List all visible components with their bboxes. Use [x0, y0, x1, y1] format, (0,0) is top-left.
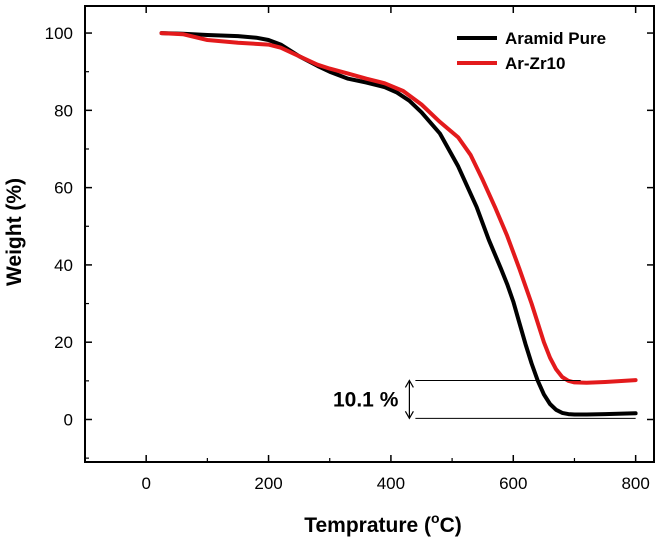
annotation-layer: 10.1 % [333, 379, 636, 420]
x-tick-label: 600 [499, 474, 527, 493]
annotation-arrow-up [404, 379, 414, 388]
x-axis-title-unit: C) [440, 514, 462, 537]
y-tick-label: 80 [54, 101, 73, 120]
y-tick-label: 0 [64, 410, 73, 429]
y-tick-label: 60 [54, 179, 73, 198]
y-tick-label: 40 [54, 256, 73, 275]
x-tick-label: 800 [621, 474, 649, 493]
series-layer [159, 31, 638, 417]
annotation-label: 10.1 % [333, 388, 399, 411]
x-axis-title: Temprature (oC) [304, 510, 462, 537]
x-tick-label: 400 [377, 474, 405, 493]
x-tick-label: 200 [254, 474, 282, 493]
x-axis-title-main: Temprature ( [304, 514, 431, 537]
legend: Aramid Pure Ar-Zr10 [457, 29, 606, 73]
legend-label: Ar-Zr10 [505, 54, 565, 73]
y-tick-label: 20 [54, 333, 73, 352]
series-line-ar-zr10 [159, 31, 638, 385]
series-line-aramid-pure [159, 31, 638, 417]
legend-label: Aramid Pure [505, 29, 606, 48]
plot-frame [84, 5, 655, 463]
y-axis-title: Weight (%) [3, 178, 26, 286]
axes-layer: 0 200 400 600 800 0 20 40 60 80 100 [45, 5, 655, 493]
y-tick-label: 100 [45, 24, 73, 43]
x-axis-title-degree: o [431, 510, 440, 526]
x-tick-label: 0 [141, 474, 150, 493]
annotation-arrow-down [404, 411, 414, 420]
